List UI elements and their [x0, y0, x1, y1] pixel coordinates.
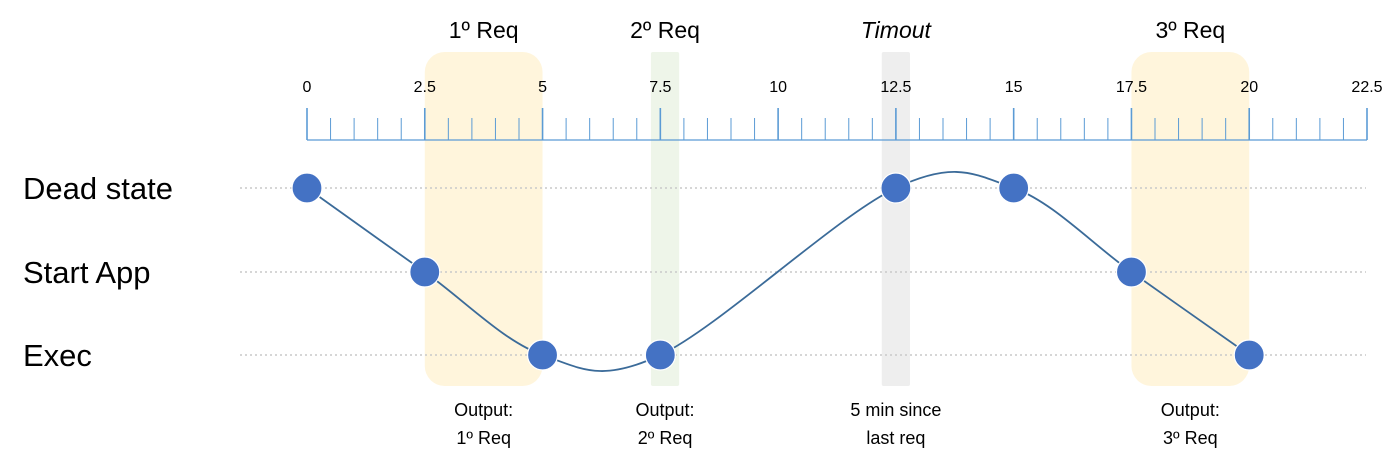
- state-label-dead: Dead state: [23, 171, 173, 206]
- tick-label: 15: [1005, 79, 1023, 96]
- state-node-exec: [526, 339, 559, 371]
- state-label-start: Start App: [23, 255, 151, 290]
- tick-label: 17.5: [1116, 79, 1147, 96]
- phase-note-line: 5 min since: [850, 400, 941, 420]
- phase-band-1: [650, 52, 680, 386]
- phase-note-line: 3º Req: [1163, 428, 1218, 448]
- tick-label: 0: [303, 79, 312, 96]
- tick-label: 2.5: [414, 79, 436, 96]
- phase-band-2: [881, 52, 911, 386]
- tick-label: 5: [538, 79, 547, 96]
- state-labels: Dead state Start App Exec: [23, 171, 173, 373]
- tick-label: 7.5: [649, 79, 671, 96]
- phase-bands: [424, 52, 1250, 386]
- state-transition-curve-group: [306, 171, 1250, 372]
- phase-note-line: last req: [866, 428, 925, 448]
- phase-label: 3º Req: [1155, 17, 1225, 43]
- phase-band-0: [424, 52, 543, 386]
- state-node-start: [409, 256, 441, 288]
- timeline-tick-labels: 0 2.5 5 7.5 10 12.5 15 17.5 20 22.5: [303, 79, 1383, 96]
- phase-label: 1º Req: [449, 17, 519, 43]
- state-nodes: [291, 172, 1265, 371]
- phase-label: Timout: [861, 17, 933, 43]
- phase-band-3: [1131, 52, 1250, 386]
- tick-label: 10: [769, 79, 787, 96]
- state-node-dead: [291, 172, 323, 204]
- tick-label: 22.5: [1351, 79, 1382, 96]
- phase-notes: Output: 1º Req Output: 2º Req 5 min since las…: [454, 400, 1220, 448]
- state-node-dead: [998, 172, 1030, 204]
- tick-label: 20: [1240, 79, 1258, 96]
- phase-note-line: 2º Req: [638, 428, 693, 448]
- state-node-dead: [880, 172, 912, 204]
- phase-note-line: Output:: [636, 400, 695, 420]
- timeline-axis: [306, 108, 1368, 141]
- phase-label: 2º Req: [630, 17, 700, 43]
- state-transition-curve: [306, 171, 1250, 372]
- phase-note-line: Output:: [1161, 400, 1220, 420]
- phase-note-line: 1º Req: [456, 428, 511, 448]
- state-label-exec: Exec: [23, 338, 92, 373]
- phase-labels: 1º Req 2º Req Timout 3º Req: [449, 17, 1225, 43]
- state-node-exec: [1233, 339, 1265, 371]
- tick-label: 12.5: [880, 79, 911, 96]
- state-node-start: [1115, 256, 1148, 288]
- phase-note-line: Output:: [454, 400, 513, 420]
- state-node-exec: [644, 339, 676, 371]
